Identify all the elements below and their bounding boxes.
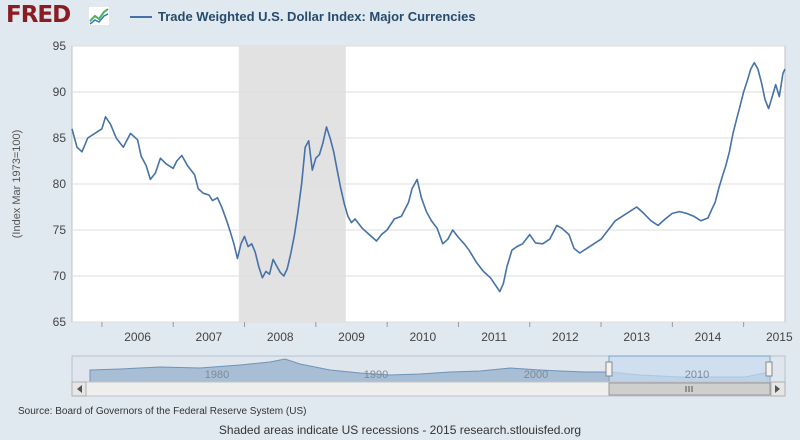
source-note: Source: Board of Governors of the Federa… (18, 406, 307, 417)
y-tick-label: 75 (53, 223, 67, 237)
navigator-left-handle[interactable] (605, 361, 613, 377)
chart-header: FRED Trade Weighted U.S. Dollar Index: M… (0, 0, 800, 34)
y-axis-ticks: 65 70 75 80 85 90 95 (53, 39, 67, 329)
chart-legend[interactable]: Trade Weighted U.S. Dollar Index: Major … (130, 9, 476, 24)
y-tick-label: 95 (53, 39, 67, 53)
x-tick-label: 2008 (267, 330, 294, 344)
navigator-right-handle[interactable] (765, 361, 773, 377)
scrollbar-left-arrow-icon (77, 385, 82, 393)
x-tick-label: 2009 (338, 330, 365, 344)
y-tick-label: 85 (53, 131, 67, 145)
x-tick-label: 2013 (623, 330, 650, 344)
fred-logo[interactable]: FRED (6, 2, 71, 28)
x-axis-ticks: 2006 2007 2008 2009 2010 2011 2012 2013 2014 2015 (101, 322, 793, 344)
y-axis-label: (Index Mar 1973=100) (11, 130, 23, 239)
y-tick-label: 65 (53, 315, 67, 329)
y-tick-label: 70 (53, 269, 67, 283)
scrollbar-right-arrow-icon (775, 385, 780, 393)
navigator-label: 1990 (364, 369, 388, 381)
fred-logo-chart-icon (88, 6, 110, 26)
x-tick-label: 2007 (196, 330, 223, 344)
x-tick-label: 2006 (124, 330, 151, 344)
legend-label: Trade Weighted U.S. Dollar Index: Major … (158, 9, 476, 24)
scrollbar-grip-icon (685, 386, 693, 392)
series-line (71, 61, 786, 293)
navigator-label: 2000 (524, 369, 548, 381)
footer-note: Shaded areas indicate US recessions - 20… (218, 423, 582, 437)
x-tick-label: 2012 (552, 330, 579, 344)
x-tick-label: 2011 (481, 330, 507, 344)
x-tick-label: 2015 (766, 330, 793, 344)
y-tick-label: 80 (53, 177, 67, 191)
y-tick-label: 90 (53, 85, 67, 99)
gridlines (72, 45, 785, 323)
x-tick-label: 2014 (695, 330, 722, 344)
navigator-labels: 1980 1990 2000 2010 (205, 369, 709, 381)
navigator-label: 2010 (685, 369, 709, 381)
legend-swatch (130, 15, 152, 18)
x-tick-label: 2010 (409, 330, 436, 344)
navigator-label: 1980 (205, 369, 229, 381)
